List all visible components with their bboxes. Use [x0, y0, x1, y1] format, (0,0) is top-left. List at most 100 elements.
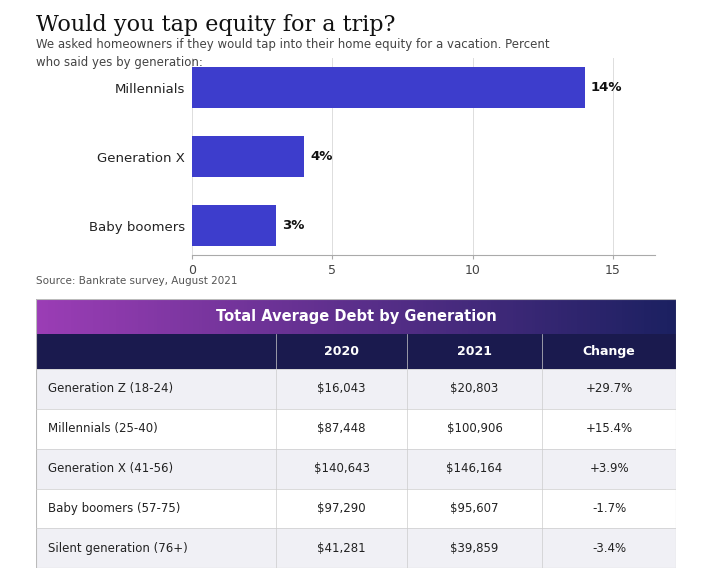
Bar — [478, 299, 481, 333]
Bar — [279, 299, 282, 333]
Bar — [600, 299, 602, 333]
Bar — [74, 299, 78, 333]
Bar — [359, 299, 362, 333]
Bar — [115, 299, 119, 333]
Bar — [491, 299, 494, 333]
Bar — [555, 299, 558, 333]
Bar — [154, 299, 157, 333]
Bar — [36, 528, 676, 568]
Bar — [449, 299, 452, 333]
Bar — [61, 299, 64, 333]
Bar — [439, 299, 442, 333]
Bar — [260, 299, 263, 333]
Bar — [183, 299, 186, 333]
Bar — [276, 299, 279, 333]
Bar — [513, 299, 516, 333]
Bar — [205, 299, 209, 333]
Text: Source: Bankrate survey, August 2021: Source: Bankrate survey, August 2021 — [36, 276, 237, 285]
Text: $87,448: $87,448 — [318, 422, 366, 435]
Bar — [251, 299, 253, 333]
Bar — [247, 299, 251, 333]
Bar — [644, 299, 647, 333]
Bar — [65, 299, 68, 333]
Text: Generation X (41-56): Generation X (41-56) — [48, 462, 174, 475]
Bar — [641, 299, 644, 333]
Bar — [401, 299, 404, 333]
Bar — [93, 299, 96, 333]
Bar — [263, 299, 266, 333]
Bar — [587, 299, 590, 333]
Bar — [625, 299, 628, 333]
Bar — [87, 299, 90, 333]
Bar — [510, 299, 513, 333]
Text: $39,859: $39,859 — [451, 542, 498, 555]
Bar — [571, 299, 574, 333]
Text: +3.9%: +3.9% — [590, 462, 629, 475]
Bar — [106, 299, 110, 333]
Bar — [170, 299, 173, 333]
Bar — [417, 299, 420, 333]
Bar — [538, 299, 542, 333]
Bar — [96, 299, 100, 333]
Bar — [186, 299, 189, 333]
Bar — [164, 299, 167, 333]
Bar — [638, 299, 641, 333]
Bar — [192, 67, 585, 108]
Bar — [590, 299, 593, 333]
Bar — [397, 299, 401, 333]
Bar — [350, 299, 353, 333]
Bar — [353, 299, 356, 333]
Bar — [199, 299, 202, 333]
Bar — [436, 299, 439, 333]
Bar — [567, 299, 570, 333]
Text: 4%: 4% — [310, 150, 333, 163]
Bar — [407, 299, 410, 333]
Bar — [384, 299, 388, 333]
Text: Millennials (25-40): Millennials (25-40) — [48, 422, 158, 435]
Bar — [224, 299, 228, 333]
Bar — [167, 299, 170, 333]
Bar — [212, 299, 215, 333]
Text: -1.7%: -1.7% — [592, 502, 627, 515]
Bar — [468, 299, 471, 333]
Bar — [305, 299, 308, 333]
Bar — [635, 299, 638, 333]
Bar — [494, 299, 497, 333]
Bar — [375, 299, 379, 333]
Bar — [666, 299, 670, 333]
Text: $97,290: $97,290 — [318, 502, 366, 515]
Bar — [379, 299, 382, 333]
Bar — [256, 299, 260, 333]
Text: Silent generation (76+): Silent generation (76+) — [48, 542, 188, 555]
Bar — [36, 449, 676, 488]
Bar — [282, 299, 286, 333]
Bar — [657, 299, 660, 333]
Bar — [68, 299, 70, 333]
Bar — [423, 299, 426, 333]
Bar — [122, 299, 125, 333]
Bar — [456, 299, 459, 333]
Bar — [632, 299, 634, 333]
Bar — [147, 299, 151, 333]
Bar — [70, 299, 74, 333]
Bar — [42, 299, 46, 333]
Bar — [110, 299, 112, 333]
Text: $16,043: $16,043 — [318, 382, 366, 396]
Bar — [269, 299, 273, 333]
Bar — [318, 299, 320, 333]
Text: $146,164: $146,164 — [446, 462, 503, 475]
Bar — [330, 299, 333, 333]
Bar — [446, 299, 449, 333]
Bar — [302, 299, 305, 333]
Bar — [218, 299, 221, 333]
Bar — [366, 299, 369, 333]
Bar — [369, 299, 372, 333]
Bar — [564, 299, 567, 333]
Bar — [629, 299, 632, 333]
Bar — [343, 299, 346, 333]
Bar — [558, 299, 561, 333]
Bar — [382, 299, 384, 333]
Bar — [529, 299, 532, 333]
Bar — [173, 299, 177, 333]
Bar — [410, 299, 414, 333]
